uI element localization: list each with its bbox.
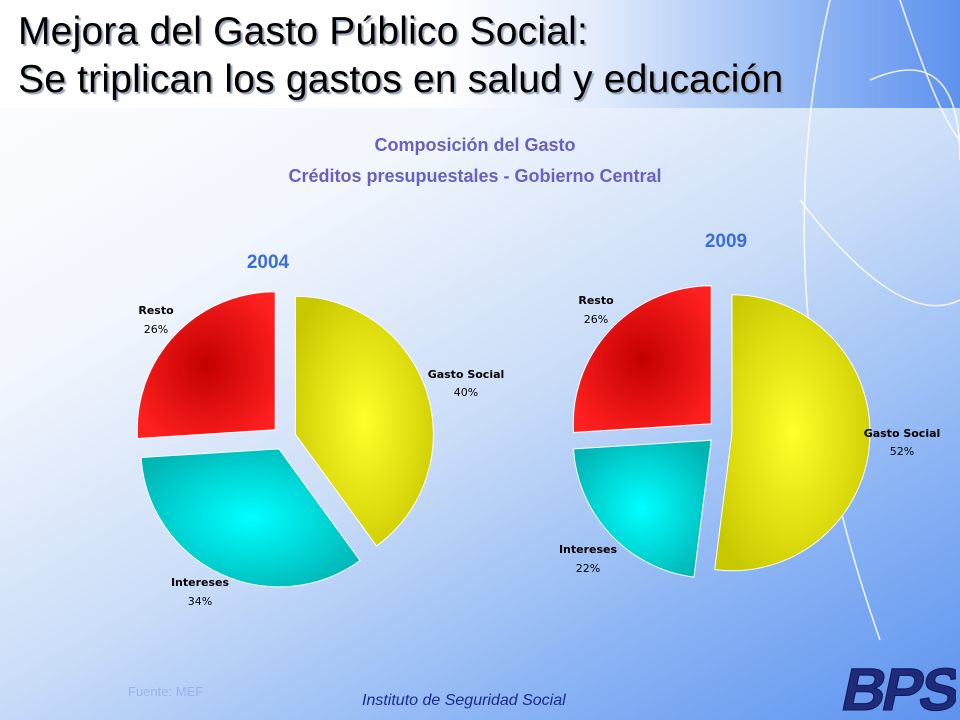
- bps-logo: BPS: [836, 658, 956, 718]
- pie-2009-label-1: Intereses: [559, 543, 618, 556]
- pie-2004-label-2: Resto: [138, 304, 174, 317]
- pie-2009-label-2: Resto: [578, 294, 614, 307]
- pie-2009-title: 2009: [705, 231, 747, 252]
- pie-2009-value-2: 26%: [584, 313, 608, 326]
- pie-2004: Gasto Social 40% Intereses 34% Resto 26%: [136, 291, 505, 608]
- pie-2004-label-1: Intereses: [171, 576, 230, 589]
- pie-2009-slice-gasto-social: [714, 294, 871, 572]
- chart-heading-line-1: Composición del Gasto: [374, 135, 576, 155]
- institution-name: Instituto de Seguridad Social: [362, 692, 566, 709]
- pie-2004-value-0: 40%: [454, 386, 478, 399]
- pie-2009-value-1: 22%: [576, 562, 600, 575]
- pie-2004-value-2: 26%: [144, 323, 168, 336]
- pie-2004-value-1: 34%: [188, 595, 212, 608]
- page-title-line-2: Se triplican los gastos en salud y educa…: [18, 58, 784, 101]
- pie-2004-slice-intereses: [140, 448, 361, 588]
- pie-2009-slice-resto: [572, 285, 712, 433]
- pie-2004-slice-resto: [136, 291, 276, 439]
- pie-2004-label-0: Gasto Social: [428, 368, 505, 381]
- title-band: [0, 0, 960, 108]
- pie-2009-slice-intereses: [572, 439, 712, 578]
- pie-2009-label-0: Gasto Social: [864, 427, 941, 440]
- svg-text:BPS: BPS: [836, 658, 956, 718]
- source-note: Fuente: MEF: [128, 684, 204, 699]
- pie-2009: Gasto Social 52% Intereses 22% Resto 26%: [559, 285, 941, 578]
- page-title-line-1: Mejora del Gasto Público Social:: [18, 10, 589, 53]
- chart-heading-line-2: Créditos presupuestales - Gobierno Centr…: [288, 166, 662, 186]
- pie-2009-value-0: 52%: [890, 445, 914, 458]
- pie-2004-title: 2004: [247, 252, 290, 273]
- pie-2004-slice-gasto-social: [294, 295, 434, 547]
